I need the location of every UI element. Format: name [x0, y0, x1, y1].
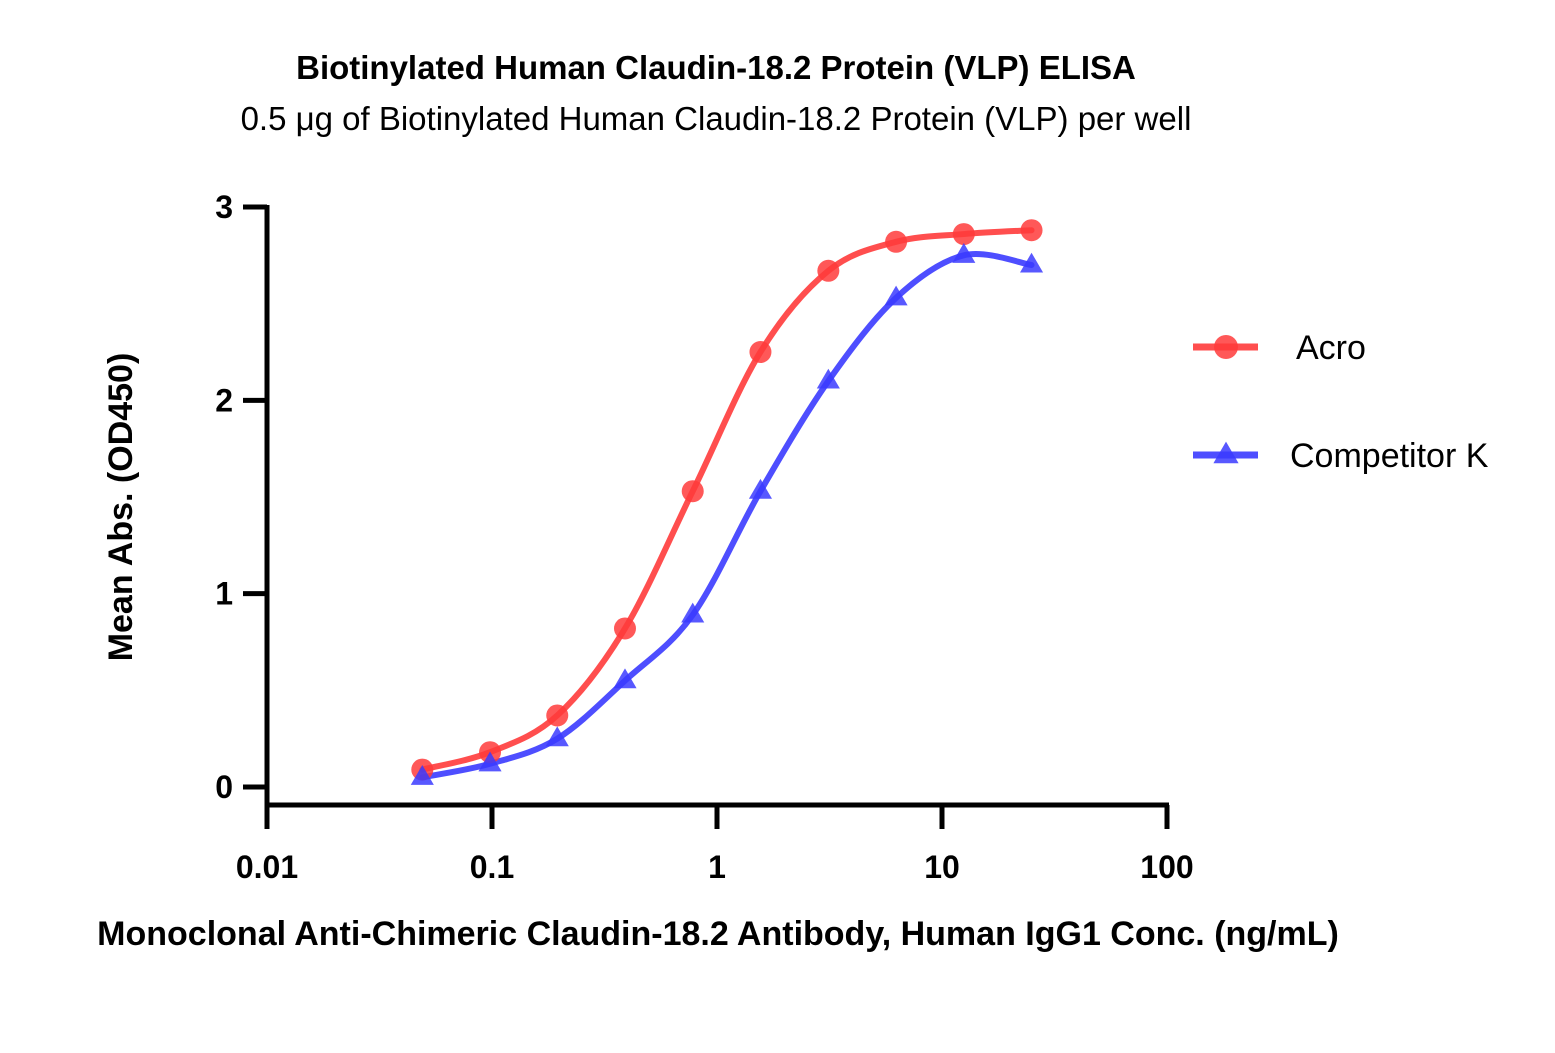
- y-tick-label: 3: [215, 189, 233, 225]
- legend-marker-competitor-k: [1213, 441, 1239, 464]
- data-point-acro: [546, 704, 569, 727]
- data-point-acro: [681, 480, 704, 503]
- y-tick-label: 2: [215, 382, 233, 418]
- x-tick-label: 10: [924, 849, 960, 885]
- x-tick-label: 0.01: [236, 849, 298, 885]
- y-tick-label: 1: [215, 576, 233, 612]
- x-tick-label: 100: [1140, 849, 1193, 885]
- data-point-competitor-k: [884, 285, 908, 306]
- x-tick-label: 0.1: [470, 849, 514, 885]
- x-tick-label: 1: [708, 849, 726, 885]
- data-point-acro: [885, 230, 908, 253]
- data-point-acro: [1020, 219, 1043, 242]
- y-tick-label: 0: [215, 769, 233, 805]
- y-axis-label: Mean Abs. (OD450): [102, 353, 140, 662]
- legend-item-competitor-k: Competitor K: [1193, 437, 1489, 475]
- axes: 0 1 2 3 0.01 0.1 1 10 100: [215, 189, 1193, 885]
- data-point-acro: [952, 223, 975, 246]
- data-point-competitor-k: [952, 243, 976, 263]
- data-point-acro: [817, 259, 840, 282]
- data-point-competitor-k: [410, 765, 434, 785]
- data-points: [410, 219, 1044, 785]
- fit-curve-competitor-k: [419, 251, 1035, 781]
- legend-label-competitor-k: Competitor K: [1290, 437, 1489, 475]
- data-point-acro: [749, 341, 772, 363]
- data-point-competitor-k: [478, 751, 502, 772]
- chart-title: Biotinylated Human Claudin-18.2 Protein …: [296, 49, 1136, 86]
- data-point-competitor-k: [816, 368, 840, 389]
- x-axis-label: Monoclonal Anti-Chimeric Claudin-18.2 An…: [97, 915, 1339, 953]
- data-point-competitor-k: [748, 478, 773, 499]
- chart-subtitle: 0.5 μg of Biotinylated Human Claudin-18.…: [241, 100, 1192, 137]
- data-point-acro: [613, 617, 636, 640]
- legend: Acro Competitor K: [1193, 329, 1489, 475]
- data-point-competitor-k: [1019, 252, 1044, 273]
- legend-item-acro: Acro: [1193, 329, 1366, 367]
- legend-label-acro: Acro: [1296, 329, 1366, 367]
- legend-marker-acro: [1214, 335, 1238, 359]
- data-point-competitor-k: [613, 668, 637, 689]
- fit-curves: [419, 227, 1035, 781]
- data-point-competitor-k: [545, 726, 569, 747]
- data-point-competitor-k: [681, 602, 705, 623]
- fit-curve-acro: [419, 227, 1035, 773]
